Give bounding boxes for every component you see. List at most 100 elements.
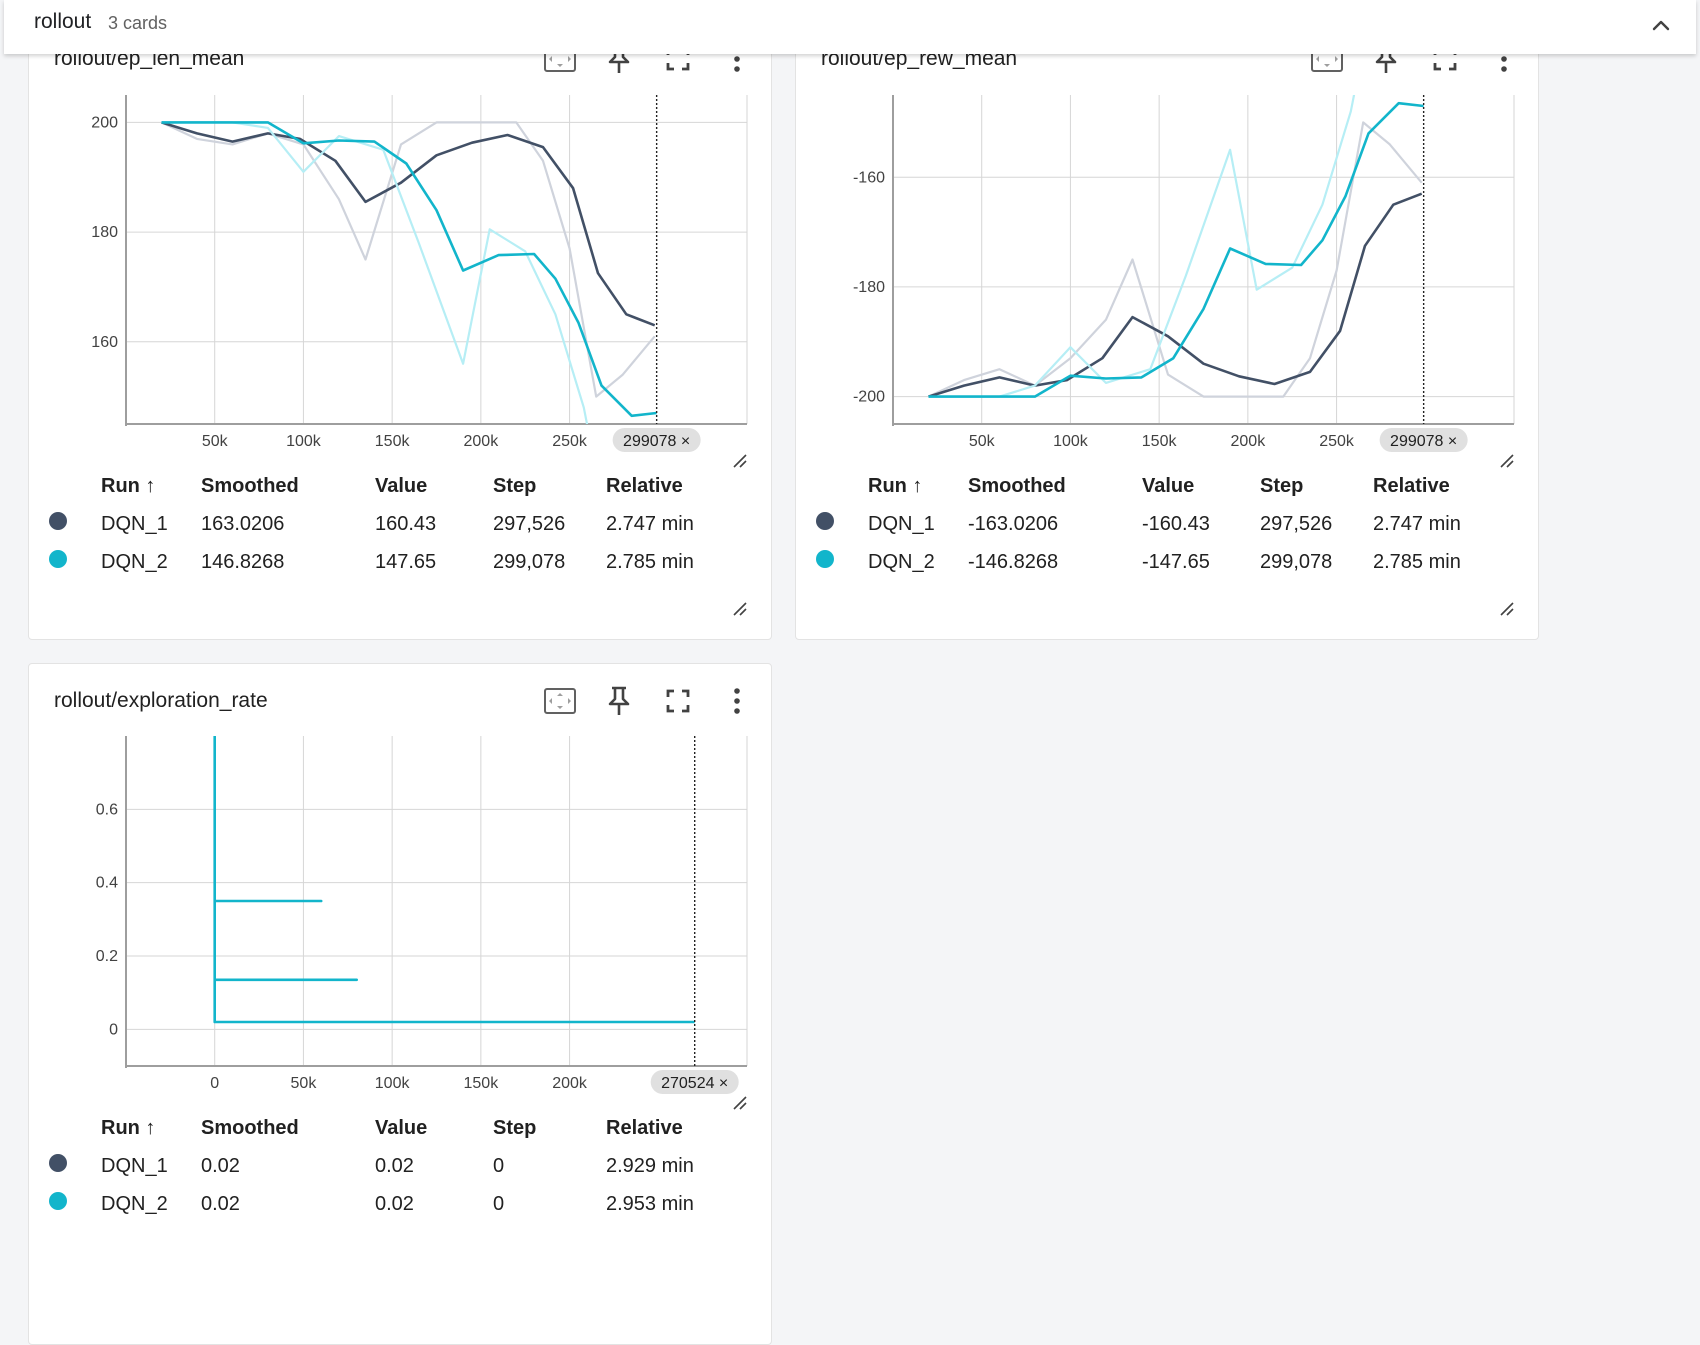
x-tick-label: 50k (969, 433, 996, 450)
cell-step: 297,526 (493, 512, 566, 535)
table-row: DQN_2 -146.8268 -147.65 299,078 2.785 min (816, 543, 1493, 581)
cell-run: DQN_2 (868, 550, 935, 573)
more-options-button[interactable] (717, 681, 757, 721)
line-chart: 50k 100k 150k 200k 250k -200 -180 -160 299078 × (853, 95, 1515, 452)
column-header-run[interactable]: Run ↑ (101, 1116, 156, 1139)
y-tick-label: 0.6 (96, 801, 118, 818)
cell-relative: 2.953 min (606, 1192, 694, 1215)
more-vert-icon (734, 688, 740, 714)
column-header-color (49, 467, 101, 505)
series-line-dqn_2-smoothed (213, 736, 695, 1024)
chart-resize-handle[interactable] (732, 453, 748, 469)
x-tick-label: 100k (1053, 433, 1089, 450)
run-data-table: Run ↑ Smoothed Value Step Relative DQN_1 -163.… (816, 467, 1493, 581)
cell-smoothed: -163.0206 (968, 512, 1059, 535)
column-header-relative: Relative (1373, 474, 1450, 497)
step-marker-label: 299078 × (623, 433, 690, 450)
step-marker-label: 299078 × (1390, 433, 1457, 450)
y-tick-label: 180 (91, 224, 118, 241)
cell-relative: 2.785 min (606, 550, 694, 573)
cell-run: DQN_2 (101, 1192, 168, 1215)
cell-run: DQN_1 (868, 512, 935, 535)
cell-relative: 2.747 min (606, 512, 694, 535)
fit-domain-button[interactable] (540, 681, 580, 721)
column-header-run[interactable]: Run ↑ (868, 474, 923, 497)
column-header-step: Step (1260, 474, 1304, 497)
column-header-smoothed: Smoothed (968, 474, 1066, 497)
run-color-dot (49, 512, 67, 530)
run-color-dot (49, 550, 67, 568)
run-color-dot (816, 550, 834, 568)
cell-smoothed: 0.02 (201, 1154, 240, 1177)
run-data-table: Run ↑ Smoothed Value Step Relative DQN_1 0.02 0… (49, 1109, 726, 1223)
column-header-smoothed: Smoothed (201, 1116, 299, 1139)
run-color-dot (49, 1154, 67, 1172)
scalar-card-ep-rew-mean: rollout/ep_rew_mean 50k 100k 150k 200k 250k -2… (795, 20, 1539, 640)
column-header-color (816, 467, 868, 505)
y-tick-label: 0.2 (96, 948, 118, 965)
column-header-value: Value (1142, 474, 1195, 497)
x-tick-label: 150k (1142, 433, 1178, 450)
fullscreen-button[interactable] (658, 681, 698, 721)
column-header-value: Value (375, 1116, 428, 1139)
series-line-dqn_1-raw (161, 121, 656, 398)
pin-icon (608, 686, 630, 715)
series-group (161, 121, 657, 424)
scalar-card-exploration-rate: rollout/exploration_rate 0 50k 100k 150k 200k… (28, 663, 772, 1345)
resize-handle-icon (733, 602, 747, 616)
y-tick-label: 200 (91, 114, 118, 131)
x-tick-label: 250k (552, 433, 588, 450)
group-header: rollout 3 cards (4, 0, 1696, 54)
x-tick-label: 150k (464, 1075, 500, 1092)
card-resize-handle[interactable] (732, 601, 748, 617)
cell-step: 0 (493, 1154, 505, 1177)
x-tick-label: 150k (375, 433, 411, 450)
series-group (213, 736, 695, 1024)
x-tick-label: 200k (552, 1075, 588, 1092)
column-header-step: Step (493, 1116, 537, 1139)
cell-relative: 2.747 min (1373, 512, 1461, 535)
fullscreen-icon (666, 689, 690, 713)
table-row: DQN_2 0.02 0.02 0 2.953 min (49, 1185, 726, 1223)
x-tick-label: 50k (202, 433, 229, 450)
resize-handle-icon (1500, 454, 1514, 468)
table-row: DQN_2 146.8268 147.65 299,078 2.785 min (49, 543, 726, 581)
y-tick-label: 0 (109, 1021, 118, 1038)
x-tick-label: 200k (1231, 433, 1267, 450)
run-color-cell (816, 505, 868, 543)
series-line-dqn_2-raw (161, 121, 589, 424)
step-marker-label: 270524 × (661, 1075, 728, 1092)
cell-value: -160.43 (1142, 512, 1210, 535)
column-header-run[interactable]: Run ↑ (101, 474, 156, 497)
cell-step: 0 (493, 1192, 505, 1215)
series-line-dqn_2-raw (928, 95, 1356, 398)
collapse-group-button[interactable] (1646, 10, 1676, 40)
pin-button[interactable] (599, 681, 639, 721)
run-data-table: Run ↑ Smoothed Value Step Relative DQN_1 163.0… (49, 467, 726, 581)
column-header-color (49, 1109, 101, 1147)
table-header-row: Run ↑ Smoothed Value Step Relative (49, 467, 726, 505)
resize-handle-icon (1500, 602, 1514, 616)
chevron-up-icon (1652, 20, 1670, 31)
table-header-row: Run ↑ Smoothed Value Step Relative (816, 467, 1493, 505)
cell-step: 299,078 (1260, 550, 1333, 573)
cell-value: 0.02 (375, 1154, 414, 1177)
cell-value: 160.43 (375, 512, 437, 535)
resize-handle-icon (733, 454, 747, 468)
chart-resize-handle[interactable] (732, 1095, 748, 1111)
table-row: DQN_1 0.02 0.02 0 2.929 min (49, 1147, 726, 1185)
run-color-cell (49, 1185, 101, 1223)
series-line-dqn_2-smoothed (928, 101, 1424, 398)
chart-resize-handle[interactable] (1499, 453, 1515, 469)
cell-run: DQN_1 (101, 512, 168, 535)
cell-smoothed: 146.8268 (201, 550, 285, 573)
card-resize-handle[interactable] (1499, 601, 1515, 617)
column-header-relative: Relative (606, 474, 683, 497)
x-tick-label: 0 (210, 1075, 219, 1092)
cell-run: DQN_1 (101, 1154, 168, 1177)
step-marker-chip (1379, 428, 1468, 452)
cell-value: 147.65 (375, 550, 437, 573)
x-tick-label: 250k (1319, 433, 1355, 450)
line-chart: 50k 100k 150k 200k 250k 160 180 200 299078 × (91, 95, 748, 452)
cell-run: DQN_2 (101, 550, 168, 573)
